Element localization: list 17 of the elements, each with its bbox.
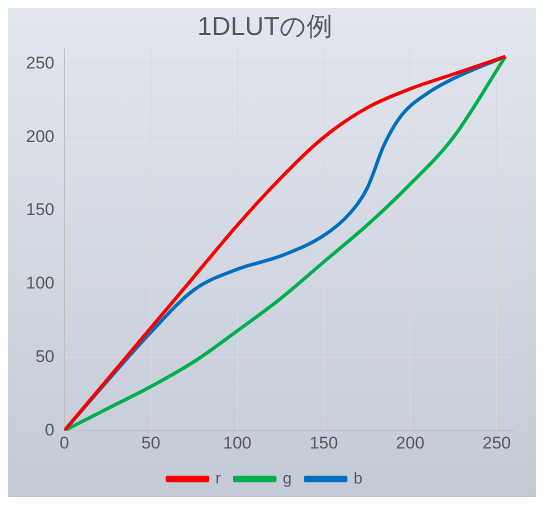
x-tick-label: 200 [396,433,424,452]
y-tick-label: 250 [26,54,54,73]
y-tick-label: 150 [26,200,54,220]
x-tick-label: 150 [310,433,338,452]
y-tick-label: 50 [35,346,54,366]
line-series [64,54,508,431]
x-tick-label: 50 [141,433,160,452]
x-tick-label: 100 [223,433,252,452]
y-tick-label: 0 [44,420,54,440]
legend-label: b [354,470,363,488]
y-tick-label: 200 [26,126,54,146]
legend-label: r [215,470,222,488]
y-tick-label: 100 [26,274,54,293]
x-tick-label: 0 [60,433,70,452]
chart-title: 1DLUTの例 [197,10,333,41]
x-tick-label: 250 [482,433,511,452]
legend-label: g [282,470,292,488]
